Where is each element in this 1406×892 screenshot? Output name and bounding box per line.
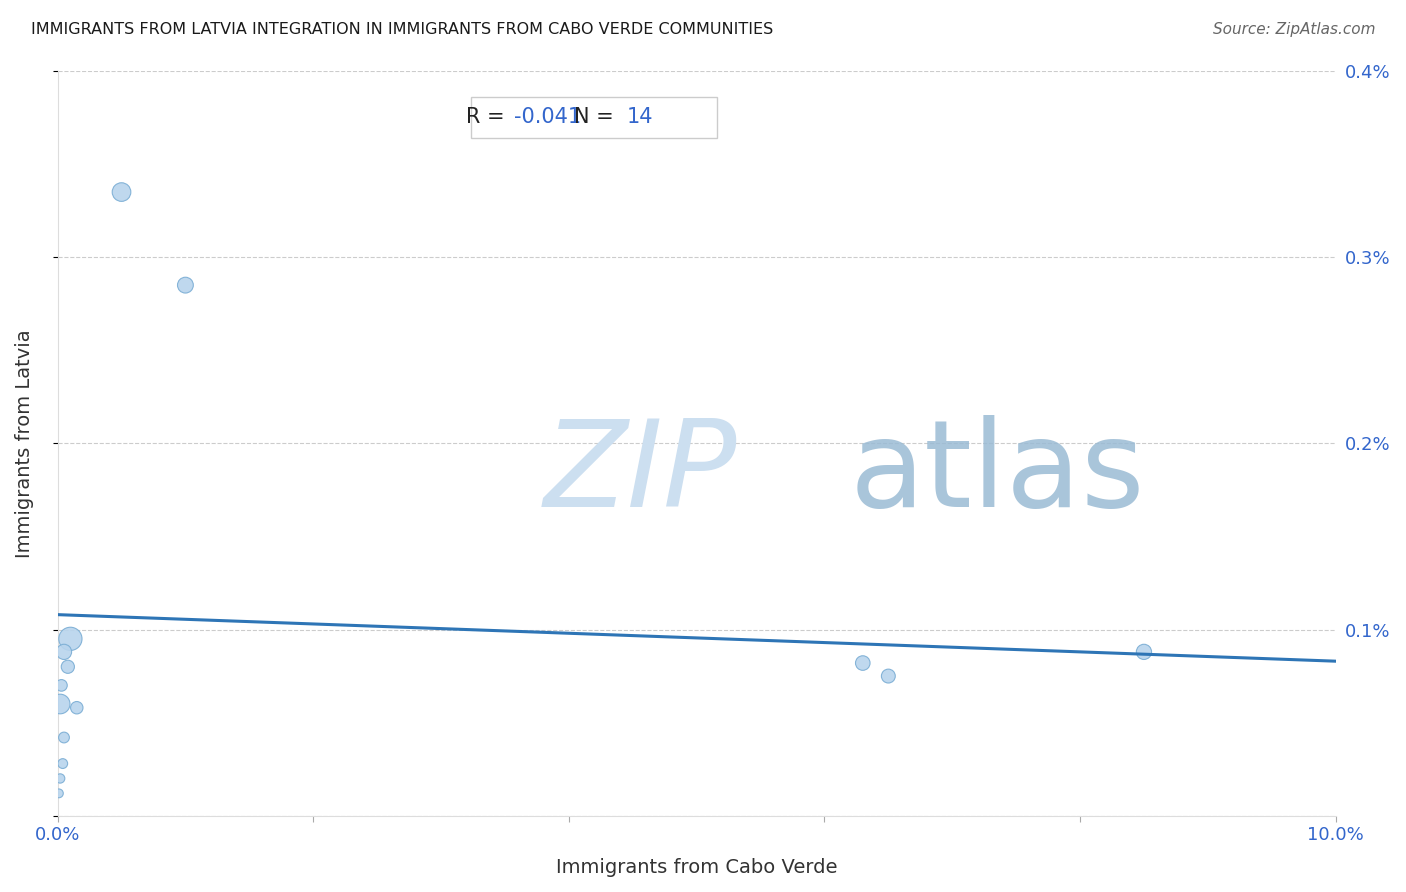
- Text: N =: N =: [574, 107, 620, 128]
- Point: [53, 645, 76, 659]
- Text: R =  -0.041    N =  14: R = -0.041 N = 14: [482, 107, 707, 128]
- Text: R =: R =: [465, 107, 512, 128]
- Point: [66, 700, 89, 714]
- Text: ZIP: ZIP: [543, 415, 737, 532]
- Point: [110, 185, 132, 199]
- Point: [49, 772, 72, 786]
- Text: 14: 14: [626, 107, 652, 128]
- Point: [59, 632, 82, 646]
- Point: [49, 697, 72, 711]
- Y-axis label: Immigrants from Latvia: Immigrants from Latvia: [15, 329, 34, 558]
- Text: atlas: atlas: [851, 415, 1146, 532]
- Text: IMMIGRANTS FROM LATVIA INTEGRATION IN IMMIGRANTS FROM CABO VERDE COMMUNITIES: IMMIGRANTS FROM LATVIA INTEGRATION IN IM…: [31, 22, 773, 37]
- Text: Source: ZipAtlas.com: Source: ZipAtlas.com: [1212, 22, 1375, 37]
- X-axis label: Immigrants from Cabo Verde: Immigrants from Cabo Verde: [555, 858, 838, 877]
- Point: [852, 656, 875, 670]
- Text: -0.041: -0.041: [513, 107, 581, 128]
- Point: [877, 669, 900, 683]
- Point: [51, 678, 73, 692]
- Point: [52, 756, 75, 771]
- Point: [56, 659, 79, 673]
- Point: [1133, 645, 1156, 659]
- Point: [48, 786, 70, 800]
- Point: [53, 731, 76, 745]
- Point: [174, 278, 197, 293]
